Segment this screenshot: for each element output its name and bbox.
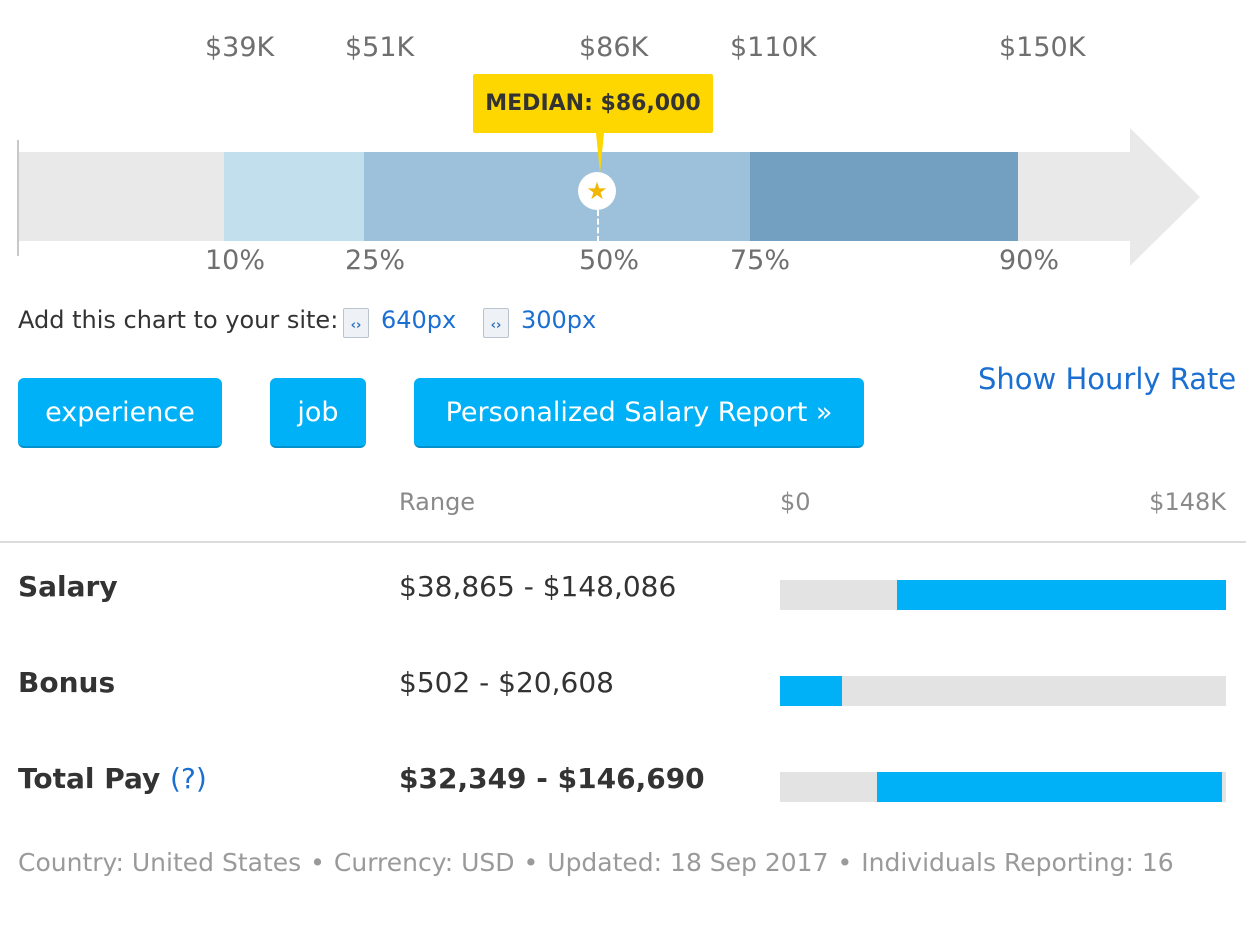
percentile-25-label: 25% [345,245,406,276]
show-hourly-rate-link[interactable]: Show Hourly Rate [978,362,1237,396]
table-divider [0,541,1246,543]
footer-reporting: Individuals Reporting: 16 [861,848,1174,877]
experience-button[interactable]: experience [18,378,222,448]
percentile-75-value: $110K [730,32,817,63]
total-pay-range-bar [780,772,1226,802]
scale-max-header: $148K [1149,488,1226,516]
footer-currency: Currency: USD [333,848,515,877]
band-10-25 [224,152,364,241]
embed-300px-link[interactable]: 300px [521,306,597,334]
percentile-10-label: 10% [205,245,266,276]
percentile-50-label: 50% [579,245,640,276]
job-button[interactable]: job [270,378,366,448]
total-pay-range: $32,349 - $146,690 [399,762,705,795]
total-pay-help: (?) [170,762,207,795]
percentile-90-label: 90% [999,245,1060,276]
embed-prompt: Add this chart to your site: [18,306,339,334]
band-75-90 [750,152,1018,241]
footer-updated: Updated: 18 Sep 2017 [547,848,829,877]
salary-label: Salary [18,570,118,603]
total-pay-range-fill [877,772,1223,802]
footer-meta: Country: United States • Currency: USD • Upd… [18,848,1174,877]
median-dashed-line [597,210,599,242]
median-star-icon: ★ [578,172,616,210]
footer-country: Country: United States [18,848,302,877]
median-tooltip-pointer [596,133,604,173]
embed-640px-link[interactable]: 640px [381,306,457,334]
median-tooltip: MEDIAN: $86,000 [473,74,713,133]
embed-code-icon: ‹› [483,308,509,338]
percentile-75-label: 75% [730,245,791,276]
bonus-range-bar [780,676,1226,706]
total-pay-help-link[interactable]: ? [180,762,196,795]
range-header: Range [399,488,476,516]
total-pay-text: Total Pay [18,762,161,795]
salary-range: $38,865 - $148,086 [399,570,677,603]
percentile-chart: $39K $51K $86K $110K $150K MEDIAN: $86,0… [0,0,1246,290]
band-25-75 [364,152,750,241]
salary-range-fill [897,580,1226,610]
footer-separator: • [837,848,853,877]
total-pay-label: Total Pay (?) [18,762,207,795]
salary-range-bar [780,580,1226,610]
percentile-10-value: $39K [205,32,275,63]
percentile-90-value: $150K [999,32,1086,63]
percentile-50-value: $86K [579,32,649,63]
bonus-range-fill [780,676,843,706]
percentile-25-value: $51K [345,32,415,63]
footer-separator: • [310,848,325,877]
bonus-range: $502 - $20,608 [399,666,614,699]
footer-separator: • [523,848,539,877]
bonus-label: Bonus [18,666,116,699]
embed-code-icon: ‹› [343,308,369,338]
scale-min-header: $0 [780,488,811,516]
personalized-salary-report-button[interactable]: Personalized Salary Report » [414,378,864,448]
